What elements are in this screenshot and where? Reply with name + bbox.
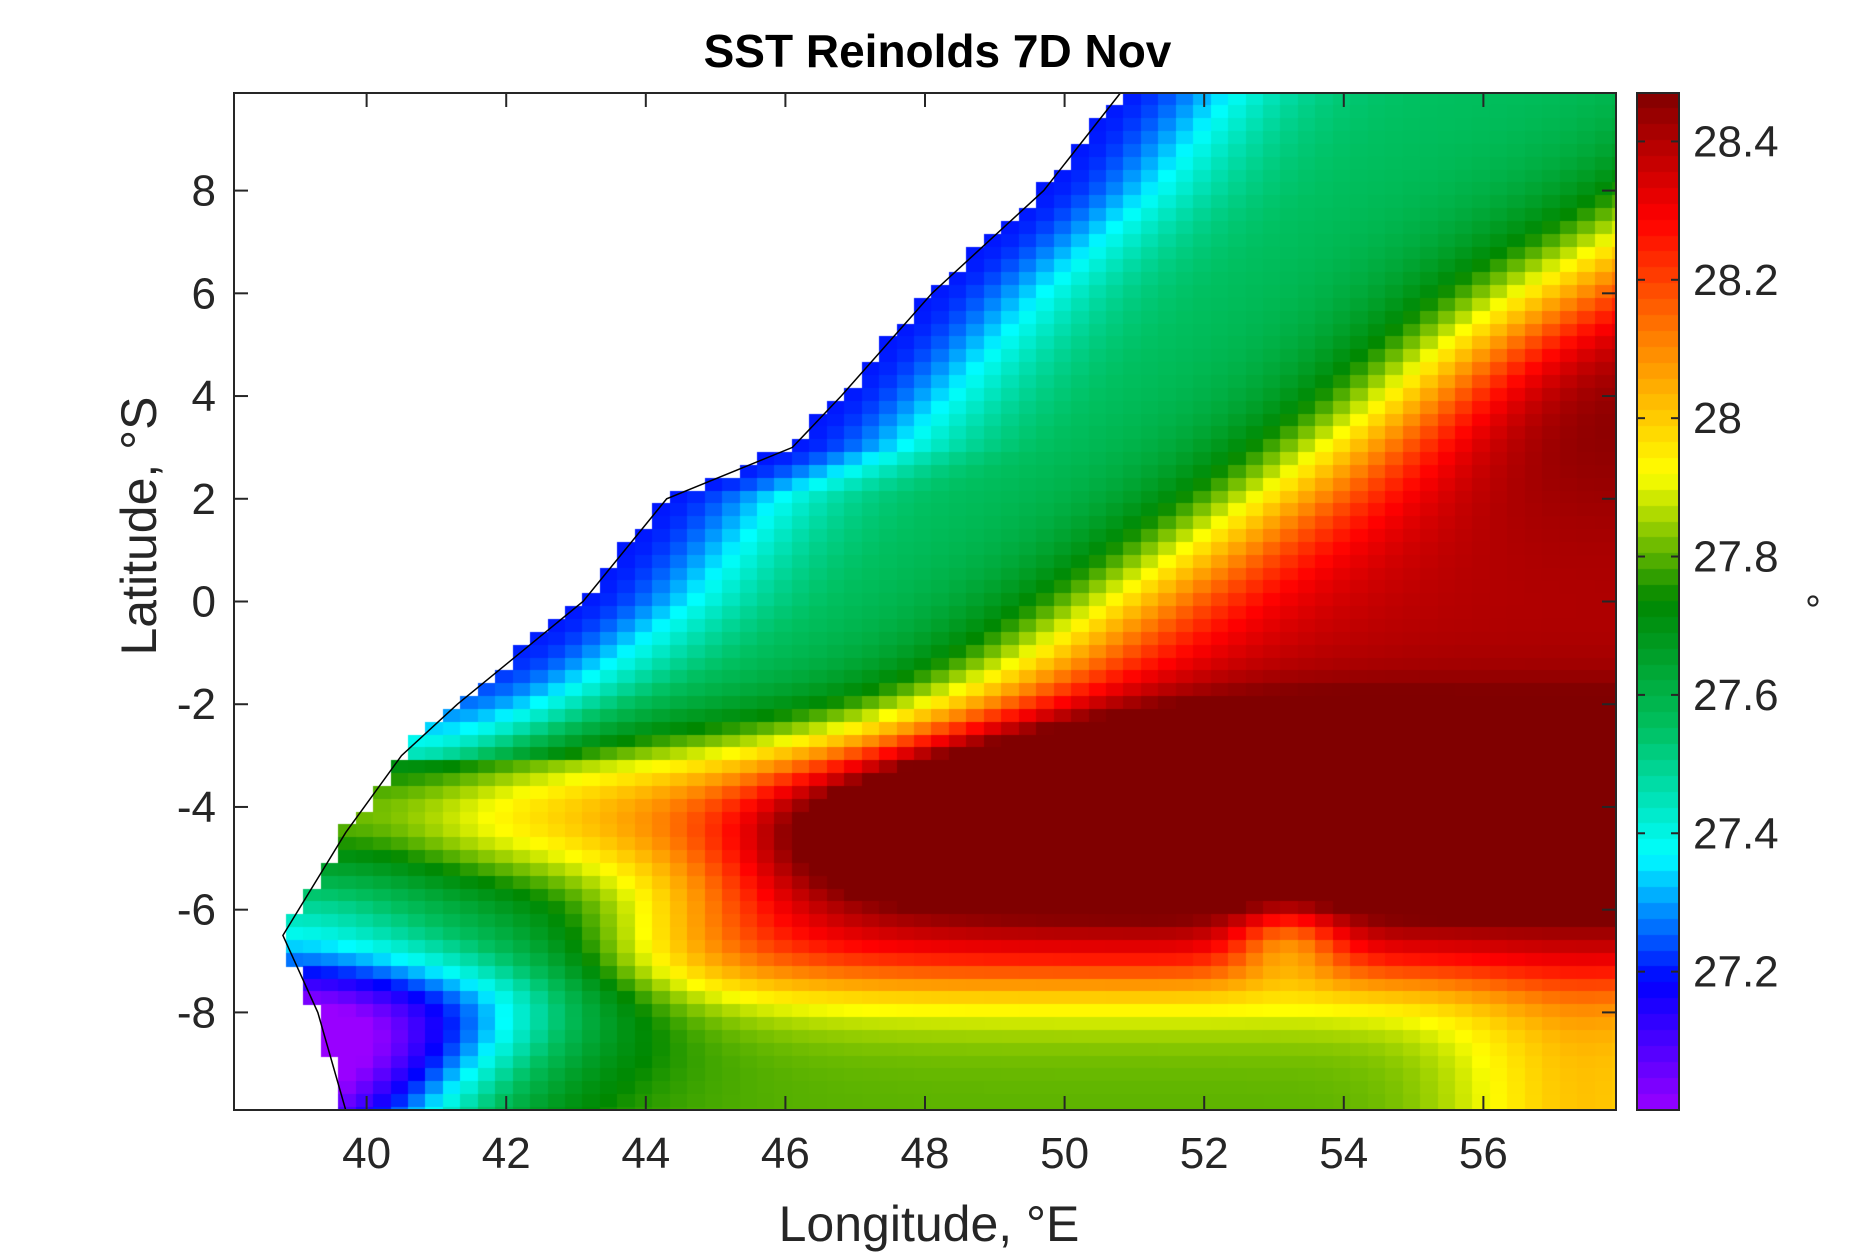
colorbar-frame [1636, 92, 1680, 1111]
y-tick-label: -2 [177, 680, 216, 729]
colorbar-tick-label: 28.4 [1693, 117, 1779, 166]
sst-heatmap [234, 93, 1616, 1110]
colorbar-tick-label: 27.6 [1693, 671, 1779, 720]
y-tick-label: -6 [177, 886, 216, 935]
colorbar-tick-label: 27.8 [1693, 533, 1779, 582]
plot-area: 40 42 44 46 48 50 52 54 56 8 6 4 2 0 -2 -4 -6 -8 [177, 92, 1617, 1178]
x-tick-label: 54 [1319, 1129, 1368, 1178]
x-axis-label: Longitude, °E [778, 1196, 1080, 1252]
y-tick-label: 2 [192, 475, 216, 524]
y-axis-label: Latitude, °S [111, 396, 167, 656]
chart-title: SST Reinolds 7D Nov [703, 25, 1172, 77]
x-tick-label: 52 [1180, 1129, 1229, 1178]
colorbar-tick-label: 27.4 [1693, 809, 1779, 858]
colorbar-tick-label: 27.2 [1693, 948, 1779, 997]
y-tick-label: 6 [192, 269, 216, 318]
y-tick-label: -8 [177, 988, 216, 1037]
x-tick-label: 56 [1459, 1129, 1508, 1178]
colorbar-tick-label: 28.2 [1693, 256, 1779, 305]
colorbar-label: ° [1800, 593, 1845, 609]
colorbar-tick-label: 28 [1693, 394, 1742, 443]
y-tick-label: 8 [192, 167, 216, 216]
axes-frame [233, 92, 1617, 1111]
x-tick-label: 42 [482, 1129, 531, 1178]
x-tick-label: 46 [761, 1129, 810, 1178]
colorbar-axis: 28.4 28.2 28 27.8 27.6 27.4 27.2 [1636, 92, 1779, 1111]
x-tick-label: 40 [342, 1129, 391, 1178]
y-tick-label: 4 [192, 372, 216, 421]
colorbar-gradient [1637, 93, 1679, 1110]
x-tick-label: 48 [901, 1129, 950, 1178]
x-tick-label: 44 [621, 1129, 670, 1178]
y-tick-label: 0 [192, 578, 216, 627]
y-tick-label: -4 [177, 783, 216, 832]
x-tick-label: 50 [1040, 1129, 1089, 1178]
colorbar: 28.4 28.2 28 27.8 27.6 27.4 27.2 [1636, 92, 1779, 1111]
coastline [282, 92, 1121, 1111]
